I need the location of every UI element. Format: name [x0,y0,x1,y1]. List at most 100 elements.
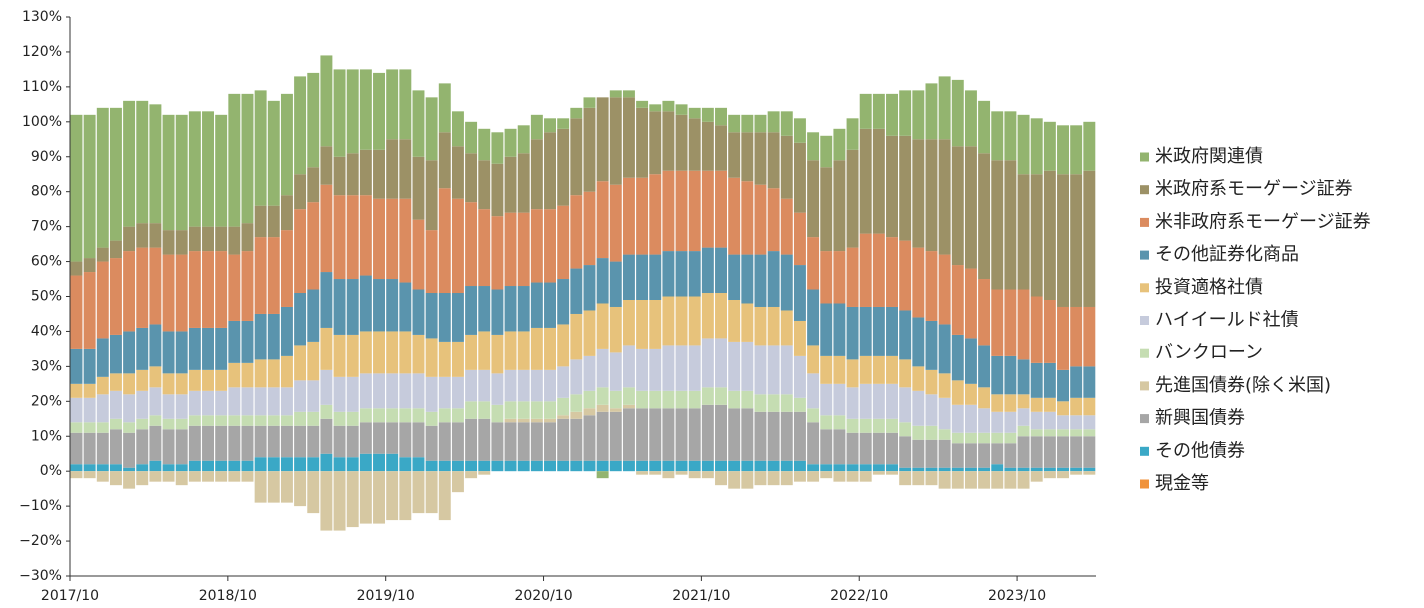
bar-segment [136,100,149,224]
bar-segment [241,223,254,252]
bar-segment [978,471,991,489]
bar-segment [596,471,609,479]
bar-segment [425,411,438,426]
bar-segment [333,425,346,458]
bar-segment [149,425,162,461]
bar-segment [793,471,806,482]
bar-segment [451,341,464,377]
bar-segment [991,464,1004,472]
bar-segment [991,394,1004,412]
bar-segment [412,90,425,157]
bar-segment [715,387,727,405]
bar-segment [662,296,675,346]
bar-segment [951,265,964,335]
bar-segment [465,202,478,287]
bar-segment [715,471,727,486]
bar-segment [504,418,517,423]
bar-segment [215,369,228,391]
bar-segment [609,261,622,307]
bar-segment [662,471,675,479]
bar-segment [320,272,333,328]
bar-segment [925,139,938,252]
bar-segment [188,226,201,252]
bar-segment [530,114,543,140]
bar-segment [215,415,228,426]
bar-segment [478,160,491,210]
bar-segment [504,331,517,370]
bar-segment [938,397,951,430]
bar-segment [701,471,714,479]
bar-segment [767,188,780,252]
bar-segment [215,114,228,227]
bar-segment [346,195,359,280]
bar-segment [741,471,754,489]
bar-segment [622,408,635,461]
bar-segment [491,216,504,290]
bar-segment [412,471,425,514]
bar-segment [228,387,241,416]
bar-segment [202,251,214,328]
bar-segment [649,408,662,461]
bar-segment [609,408,622,412]
bar-segment [162,394,175,419]
bar-segment [636,100,649,108]
bar-segment [544,327,556,370]
bar-segment [649,471,662,475]
bar-segment [504,460,517,472]
bar-segment [1017,394,1030,409]
bar-segment [149,366,162,388]
bar-segment [373,149,385,199]
bar-segment [675,390,688,409]
bar-segment [728,299,741,342]
bar-segment [951,471,964,489]
bar-segment [859,128,872,234]
bar-segment [399,457,412,472]
bar-segment [162,331,175,374]
legend-label: 新興国債券 [1155,408,1245,429]
bar-segment [557,460,570,472]
bar-segment [807,471,820,482]
bar-segment [465,369,478,402]
bar-segment [872,355,885,384]
bar-segment [1057,471,1069,479]
bar-segment [596,303,609,349]
bar-segment [991,355,1004,395]
bar-segment [438,376,451,409]
bar-segment [333,334,346,377]
bar-segment [912,247,925,318]
y-tick-label: 120% [22,44,62,60]
bar-segment [333,69,346,157]
x-tick-label: 2018/10 [199,588,257,604]
legend-swatch [1140,446,1149,456]
bar-segment [886,464,898,472]
bar-segment [215,226,228,252]
x-tick-label: 2019/10 [357,588,415,604]
bar-segment [188,327,201,370]
bar-segment [465,153,478,203]
bar-segment [373,331,385,374]
bar-segment [346,425,359,458]
bar-segment [688,345,701,391]
bar-segment [228,226,241,255]
bar-segment [307,471,320,514]
bar-segment [149,247,162,325]
bar-segment [557,279,570,325]
bar-segment [162,429,175,465]
bar-segment [294,174,307,210]
bar-segment [886,471,898,475]
bar-segment [438,422,451,461]
bar-segment [399,139,412,199]
bar-segment [333,156,346,196]
bar-segment [96,261,109,339]
bar-segment [96,471,109,482]
bar-segment [96,247,109,262]
bar-segment [451,408,464,423]
bar-segment [872,93,885,129]
bar-segment [544,422,556,461]
bar-segment [951,79,964,147]
bar-segment [1017,436,1030,468]
bar-segment [346,471,359,528]
bar-segment [451,111,464,147]
bar-segment [215,460,228,472]
bar-segment [438,341,451,377]
